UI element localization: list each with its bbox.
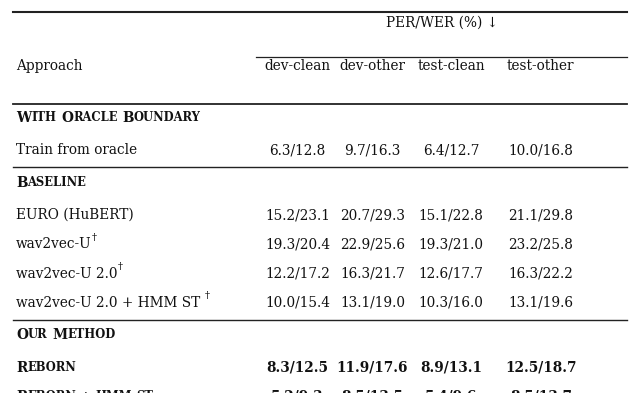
Text: 22.9/25.6: 22.9/25.6 <box>340 237 405 252</box>
Text: test-other: test-other <box>507 59 575 73</box>
Text: O: O <box>16 329 28 342</box>
Text: 8.5/13.5: 8.5/13.5 <box>342 390 403 393</box>
Text: 5.2/9.3: 5.2/9.3 <box>271 390 324 393</box>
Text: 16.3/22.2: 16.3/22.2 <box>508 267 573 281</box>
Text: †: † <box>118 262 122 271</box>
Text: B: B <box>16 176 28 190</box>
Text: †: † <box>92 233 97 242</box>
Text: ITH: ITH <box>31 111 56 124</box>
Text: ETHOD: ETHOD <box>67 329 116 342</box>
Text: EBORN: EBORN <box>28 390 76 393</box>
Text: 8.9/13.1: 8.9/13.1 <box>420 361 482 375</box>
Text: 12.5/18.7: 12.5/18.7 <box>505 361 577 375</box>
Text: ST: ST <box>136 390 154 393</box>
Text: 6.4/12.7: 6.4/12.7 <box>423 143 479 158</box>
Text: 10.0/16.8: 10.0/16.8 <box>508 143 573 158</box>
Text: EURO (HuBERT): EURO (HuBERT) <box>16 208 134 222</box>
Text: O: O <box>61 111 73 125</box>
Text: dev-clean: dev-clean <box>264 59 331 73</box>
Text: wav2vec-U: wav2vec-U <box>16 237 92 252</box>
Text: UR: UR <box>28 329 47 342</box>
Text: 19.3/20.4: 19.3/20.4 <box>265 237 330 252</box>
Text: 9.7/16.3: 9.7/16.3 <box>344 143 401 158</box>
Text: 13.1/19.6: 13.1/19.6 <box>508 296 573 310</box>
Text: 13.1/19.0: 13.1/19.0 <box>340 296 405 310</box>
Text: 15.2/23.1: 15.2/23.1 <box>265 208 330 222</box>
Text: 8.5/13.7: 8.5/13.7 <box>510 390 572 393</box>
Text: PER/WER (%) ↓: PER/WER (%) ↓ <box>385 16 498 30</box>
Text: 10.3/16.0: 10.3/16.0 <box>419 296 484 310</box>
Text: Approach: Approach <box>16 59 83 73</box>
Text: †: † <box>205 291 210 300</box>
Text: W: W <box>16 111 31 125</box>
Text: 8.3/12.5: 8.3/12.5 <box>267 361 328 375</box>
Text: 6.3/12.8: 6.3/12.8 <box>269 143 326 158</box>
Text: ASELINE: ASELINE <box>28 176 86 189</box>
Text: R: R <box>16 390 28 393</box>
Text: 15.1/22.8: 15.1/22.8 <box>419 208 484 222</box>
Text: +: + <box>81 390 90 393</box>
Text: B: B <box>122 111 134 125</box>
Text: 20.7/29.3: 20.7/29.3 <box>340 208 405 222</box>
Text: 21.1/29.8: 21.1/29.8 <box>508 208 573 222</box>
Text: test-clean: test-clean <box>417 59 485 73</box>
Text: HMM: HMM <box>95 390 132 393</box>
Text: 12.6/17.7: 12.6/17.7 <box>419 267 484 281</box>
Text: 12.2/17.2: 12.2/17.2 <box>265 267 330 281</box>
Text: RACLE: RACLE <box>73 111 118 124</box>
Text: 5.4/9.6: 5.4/9.6 <box>425 390 477 393</box>
Text: EBORN: EBORN <box>28 361 76 374</box>
Text: 19.3/21.0: 19.3/21.0 <box>419 237 484 252</box>
Text: 11.9/17.6: 11.9/17.6 <box>337 361 408 375</box>
Text: wav2vec-U 2.0: wav2vec-U 2.0 <box>16 267 118 281</box>
Text: 10.0/15.4: 10.0/15.4 <box>265 296 330 310</box>
Text: Train from oracle: Train from oracle <box>16 143 137 158</box>
Text: M: M <box>52 329 67 342</box>
Text: 23.2/25.8: 23.2/25.8 <box>508 237 573 252</box>
Text: 16.3/21.7: 16.3/21.7 <box>340 267 405 281</box>
Text: dev-other: dev-other <box>339 59 406 73</box>
Text: R: R <box>16 361 28 375</box>
Text: OUNDARY: OUNDARY <box>134 111 200 124</box>
Text: wav2vec-U 2.0 + HMM ST: wav2vec-U 2.0 + HMM ST <box>16 296 205 310</box>
